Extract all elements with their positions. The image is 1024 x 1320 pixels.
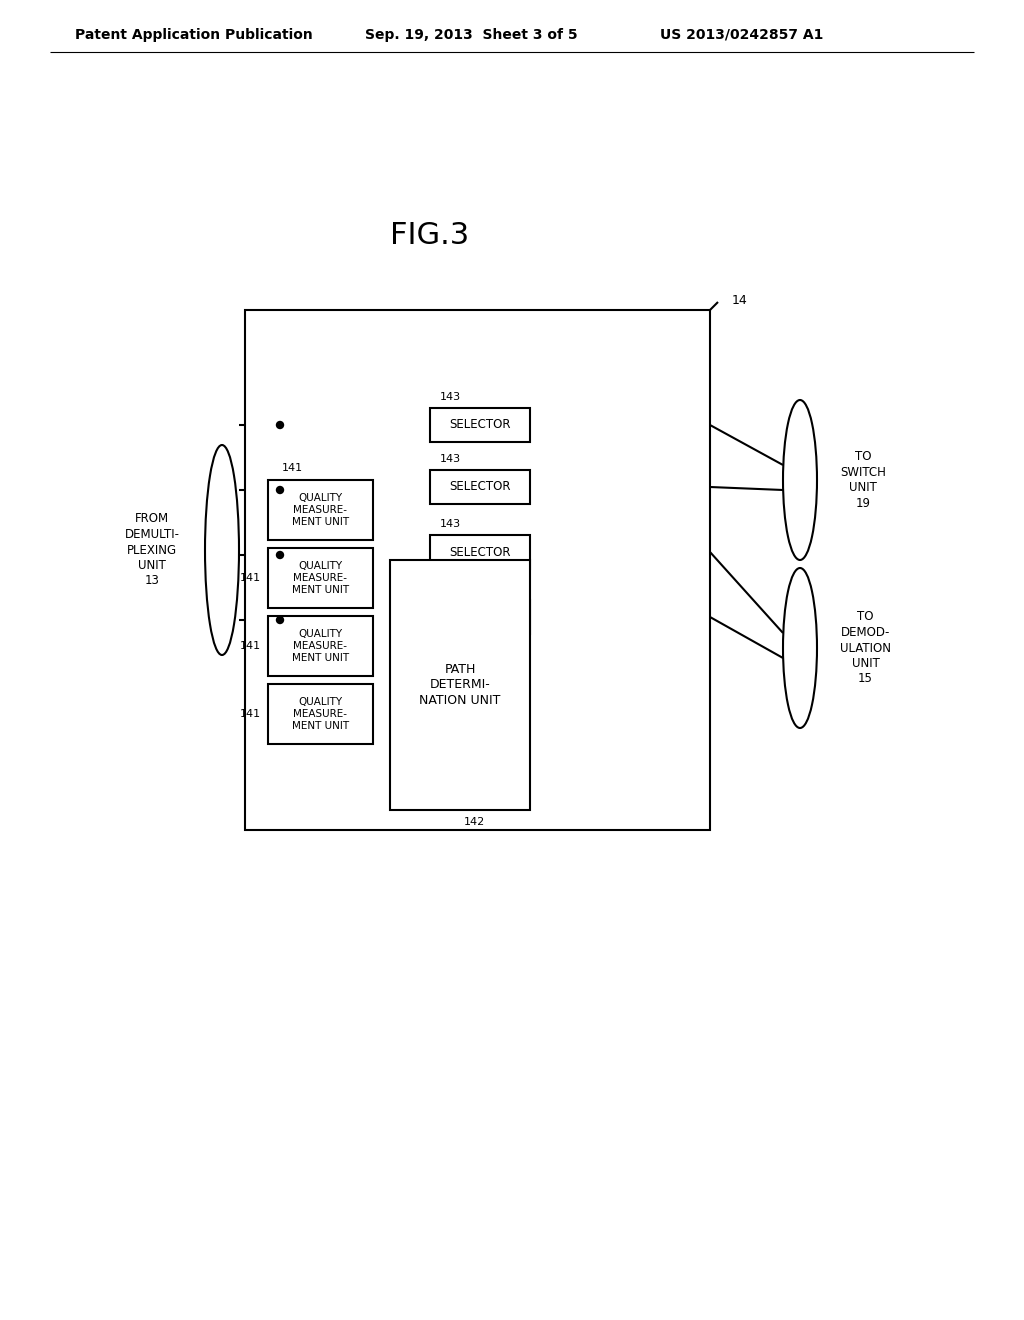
Text: 143: 143 — [440, 454, 461, 465]
Text: SELECTOR: SELECTOR — [450, 610, 511, 623]
Text: SELECTOR: SELECTOR — [450, 480, 511, 494]
Text: PATH
DETERMI-
NATION UNIT: PATH DETERMI- NATION UNIT — [419, 663, 501, 708]
Bar — [430, 601, 530, 634]
Ellipse shape — [205, 445, 239, 655]
Text: FROM
DEMULTI-
PLEXING
UNIT
13: FROM DEMULTI- PLEXING UNIT 13 — [125, 512, 179, 587]
Circle shape — [276, 552, 284, 558]
Text: 141: 141 — [240, 642, 261, 651]
Text: TO
DEMOD-
ULATION
UNIT
15: TO DEMOD- ULATION UNIT 15 — [840, 610, 891, 685]
Text: Patent Application Publication: Patent Application Publication — [75, 28, 312, 42]
Text: US 2013/0242857 A1: US 2013/0242857 A1 — [660, 28, 823, 42]
Ellipse shape — [783, 400, 817, 560]
Bar — [430, 408, 530, 442]
Text: QUALITY
MEASURE-
MENT UNIT: QUALITY MEASURE- MENT UNIT — [292, 492, 349, 527]
Bar — [390, 560, 530, 810]
Text: SELECTOR: SELECTOR — [450, 545, 511, 558]
Text: 141: 141 — [240, 573, 261, 583]
Text: QUALITY
MEASURE-
MENT UNIT: QUALITY MEASURE- MENT UNIT — [292, 561, 349, 595]
Circle shape — [276, 487, 284, 494]
Bar — [268, 684, 373, 744]
Text: 141: 141 — [240, 709, 261, 719]
Bar — [430, 535, 530, 569]
Text: Sep. 19, 2013  Sheet 3 of 5: Sep. 19, 2013 Sheet 3 of 5 — [365, 28, 578, 42]
Text: 14: 14 — [732, 293, 748, 306]
Text: 143: 143 — [440, 392, 461, 403]
Text: QUALITY
MEASURE-
MENT UNIT: QUALITY MEASURE- MENT UNIT — [292, 697, 349, 731]
Text: 141: 141 — [282, 463, 303, 473]
Text: SELECTOR: SELECTOR — [450, 418, 511, 432]
Bar — [245, 310, 710, 830]
Text: 143: 143 — [440, 519, 461, 529]
Text: 143: 143 — [440, 583, 461, 594]
Bar — [268, 616, 373, 676]
Ellipse shape — [783, 568, 817, 729]
Text: 142: 142 — [464, 817, 485, 828]
Text: QUALITY
MEASURE-
MENT UNIT: QUALITY MEASURE- MENT UNIT — [292, 630, 349, 663]
Text: FIG.3: FIG.3 — [390, 220, 470, 249]
Bar — [268, 480, 373, 540]
Bar — [268, 548, 373, 609]
Circle shape — [276, 421, 284, 429]
Text: TO
SWITCH
UNIT
19: TO SWITCH UNIT 19 — [840, 450, 886, 510]
Bar — [430, 470, 530, 504]
Circle shape — [276, 616, 284, 623]
